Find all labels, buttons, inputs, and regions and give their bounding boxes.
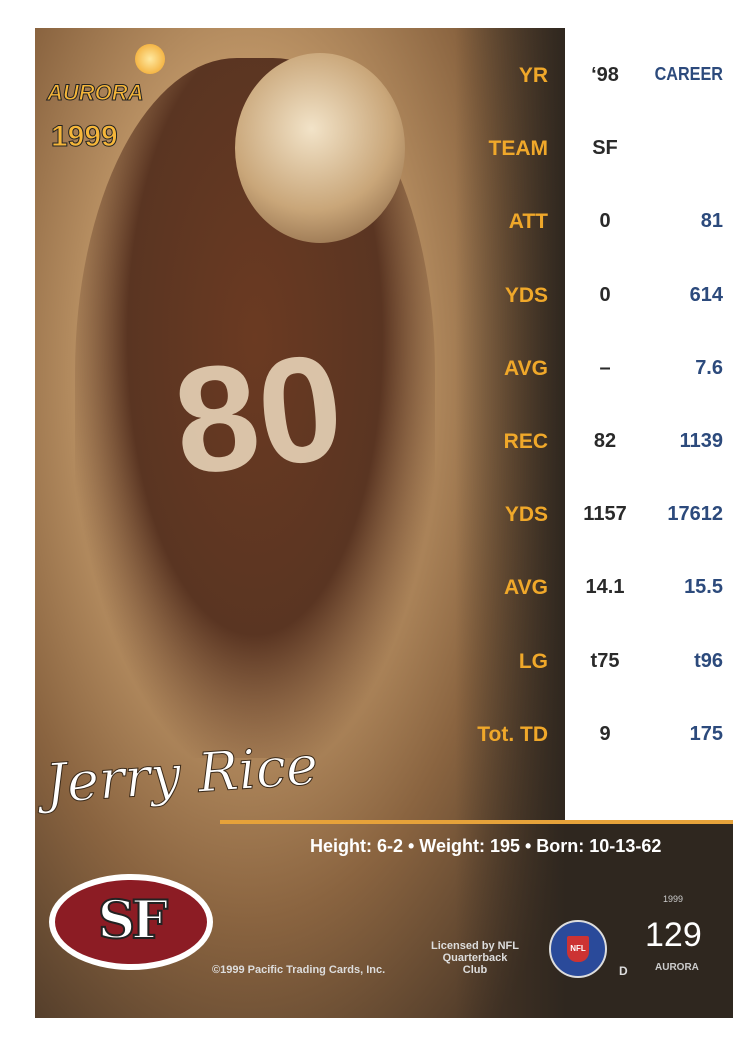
nfl-shield-icon: NFL: [549, 920, 607, 978]
stat-row: AVG 14.1 15.5: [35, 576, 733, 606]
stat-career: 7.6: [695, 356, 723, 379]
card-brand: AURORA: [655, 962, 699, 973]
code-letter: D: [619, 964, 628, 978]
stat-label: YDS: [504, 503, 548, 527]
player-bio: Height: 6-2 • Weight: 195 • Born: 10-13-…: [310, 836, 662, 856]
sun-icon: [135, 44, 165, 74]
stat-98: t75: [590, 649, 620, 672]
stat-98: 9: [599, 722, 611, 745]
stat-label: ATT: [508, 210, 548, 234]
stat-row: Tot. TD 9 175: [35, 723, 733, 753]
jersey-number: 80: [166, 321, 351, 507]
helmet: [235, 53, 405, 243]
stat-row: REC 82 1139: [35, 430, 733, 460]
trading-card-back: 80 YR ‘98 CAREER TEAM SF ATT 0 81 YDS 0 614 AVG – 7.6…: [35, 28, 733, 1018]
aurora-logo: AURORA 1999: [45, 40, 165, 160]
team-logo: SF: [49, 874, 213, 970]
stat-row: YR ‘98 CAREER: [35, 64, 733, 94]
stat-label: YDS: [504, 283, 548, 307]
stat-row: LG t75 t96: [35, 650, 733, 680]
copyright: ©1999 Pacific Trading Cards, Inc.: [212, 964, 386, 976]
stat-label: AVG: [504, 356, 548, 380]
stat-98: 0: [599, 210, 611, 233]
stat-98: –: [599, 356, 611, 379]
stat-label: TEAM: [488, 137, 549, 161]
stat-career: 175: [689, 722, 723, 745]
stat-98: 82: [593, 430, 617, 452]
stat-row: TEAM SF: [35, 137, 733, 167]
license-text: Licensed by NFL Quarterback Club: [430, 940, 520, 976]
stat-row: ATT 0 81: [35, 210, 733, 240]
stat-98: ‘98: [591, 64, 619, 86]
stat-career: t96: [694, 649, 723, 672]
stat-label: REC: [503, 430, 548, 453]
stat-row: YDS 0 614: [35, 284, 733, 314]
divider: [220, 820, 733, 824]
stat-label: AVG: [504, 576, 548, 600]
card-number: 129: [645, 916, 702, 954]
stat-career: 614: [689, 283, 723, 306]
stat-label: Tot. TD: [477, 722, 548, 746]
stat-career: 17612: [667, 503, 723, 526]
stat-label: LG: [518, 649, 548, 673]
stat-career: CAREER: [654, 64, 723, 84]
stat-98: 0: [599, 283, 611, 306]
stat-98: 1157: [583, 503, 627, 526]
stat-label: YR: [518, 64, 548, 87]
stat-career: 15.5: [684, 576, 723, 599]
stat-career: 1139: [679, 430, 723, 452]
stat-row: YDS 1157 17612: [35, 503, 733, 533]
stat-98: 14.1: [585, 576, 625, 599]
stat-98: SF: [592, 137, 618, 160]
stats-panel: [565, 28, 733, 820]
photo-fade: [455, 28, 565, 1018]
card-year: 1999: [663, 894, 684, 904]
stat-career: 81: [700, 210, 723, 233]
stat-row: AVG – 7.6: [35, 357, 733, 387]
